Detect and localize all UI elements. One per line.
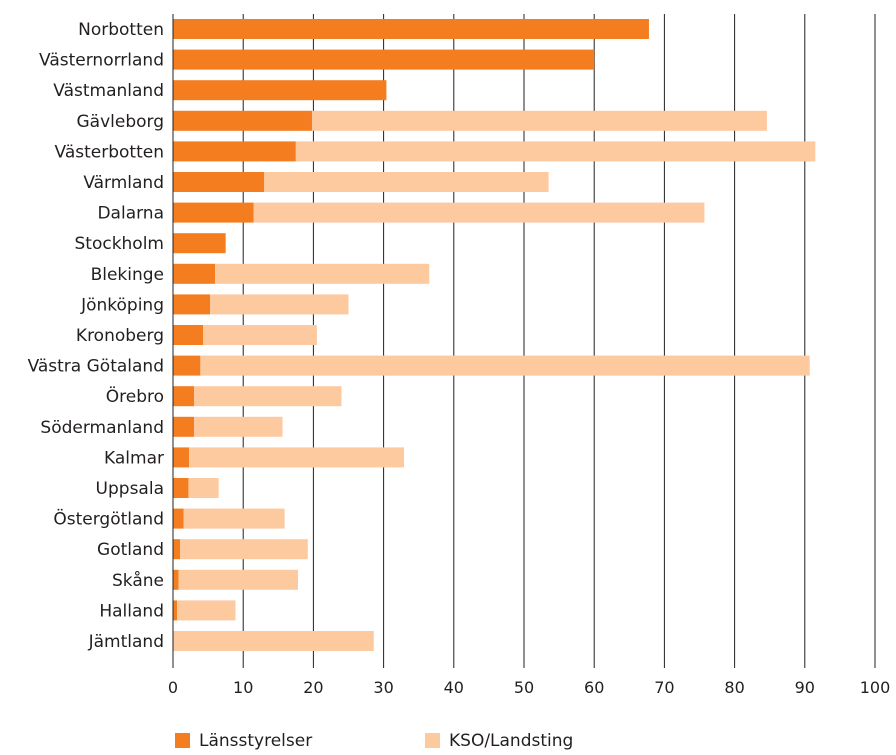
bar-kso-landsting: [203, 325, 317, 345]
bar-kso-landsting: [253, 202, 705, 223]
bar-lansstyrelser: [173, 202, 254, 223]
bar-kso-landsting: [295, 141, 816, 162]
bar-lansstyrelser: [173, 110, 312, 131]
x-tick-label: 10: [233, 678, 253, 697]
bar-kso-landsting: [311, 110, 767, 131]
bar-kso-landsting: [173, 631, 374, 651]
category-label: Värmland: [83, 173, 164, 193]
bar-kso-landsting: [194, 416, 283, 437]
bar-lansstyrelser: [173, 539, 181, 560]
bar-lansstyrelser: [173, 447, 190, 468]
x-tick-label: 0: [168, 678, 178, 697]
category-label: Östergötland: [53, 508, 164, 530]
x-tick-label: 90: [795, 678, 815, 697]
bar-kso-landsting: [189, 447, 404, 468]
bar-kso-landsting: [210, 294, 349, 315]
bar-lansstyrelser: [173, 569, 179, 590]
bar-lansstyrelser: [173, 19, 649, 39]
bar-kso-landsting: [178, 569, 298, 590]
bar-kso-landsting: [180, 539, 308, 560]
bar-lansstyrelser: [173, 325, 204, 345]
category-label: Gotland: [97, 540, 164, 560]
x-tick-label: 100: [860, 678, 891, 697]
category-label: Västra Götaland: [28, 357, 164, 377]
legend-label: KSO/Landsting: [449, 731, 573, 751]
bar-lansstyrelser: [173, 386, 195, 407]
category-label: Jönköping: [80, 295, 164, 315]
category-label: Jämtland: [88, 632, 164, 652]
bar-lansstyrelser: [173, 294, 211, 315]
bar-lansstyrelser: [173, 80, 387, 101]
legend-label: Länsstyrelser: [199, 731, 312, 751]
bar-lansstyrelser: [173, 233, 226, 254]
bar-layer: [173, 19, 816, 651]
bar-kso-landsting: [177, 600, 236, 621]
bar-lansstyrelser: [173, 600, 178, 621]
legend-swatch: [425, 733, 440, 748]
x-tick-label: 30: [373, 678, 393, 697]
label-layer: 0 10 20 30 40 50 60 70 80 90 100 Norbotten Västernor…: [28, 20, 891, 697]
category-label: Södermanland: [40, 418, 164, 438]
bar-kso-landsting: [194, 386, 342, 407]
bar-lansstyrelser: [173, 49, 595, 70]
bar-lansstyrelser: [173, 172, 265, 192]
category-label: Västerbotten: [55, 142, 164, 162]
category-label: Gävleborg: [76, 112, 164, 132]
bar-lansstyrelser: [173, 508, 184, 529]
bar-lansstyrelser: [173, 263, 216, 284]
bar-kso-landsting: [188, 478, 219, 498]
category-label: Västmanland: [53, 81, 164, 101]
x-tick-label: 40: [444, 678, 464, 697]
bar-kso-landsting: [200, 355, 810, 376]
category-label: Västernorrland: [39, 51, 164, 71]
x-tick-label: 70: [654, 678, 674, 697]
bar-kso-landsting: [183, 508, 285, 529]
bar-lansstyrelser: [173, 141, 296, 162]
bar-lansstyrelser: [173, 416, 195, 437]
category-label: Norbotten: [78, 20, 164, 40]
bar-kso-landsting: [264, 172, 549, 192]
x-tick-label: 60: [584, 678, 604, 697]
bar-lansstyrelser: [173, 478, 189, 498]
category-label: Blekinge: [91, 265, 164, 285]
legend: Länsstyrelser KSO/Landsting: [175, 731, 573, 751]
bar-lansstyrelser: [173, 355, 201, 376]
x-tick-label: 50: [514, 678, 534, 697]
x-tick-label: 80: [724, 678, 744, 697]
category-label: Dalarna: [97, 204, 164, 224]
category-label: Halland: [99, 601, 164, 621]
bar-kso-landsting: [215, 263, 430, 284]
legend-swatch: [175, 733, 190, 748]
category-label: Örebro: [106, 385, 164, 407]
category-label: Kalmar: [104, 448, 164, 468]
x-tick-label: 20: [303, 678, 323, 697]
category-label: Stockholm: [74, 234, 164, 254]
category-label: Skåne: [112, 570, 164, 591]
category-label: Kronoberg: [76, 326, 164, 346]
axis-layer: [172, 14, 876, 668]
category-label: Uppsala: [96, 479, 164, 499]
